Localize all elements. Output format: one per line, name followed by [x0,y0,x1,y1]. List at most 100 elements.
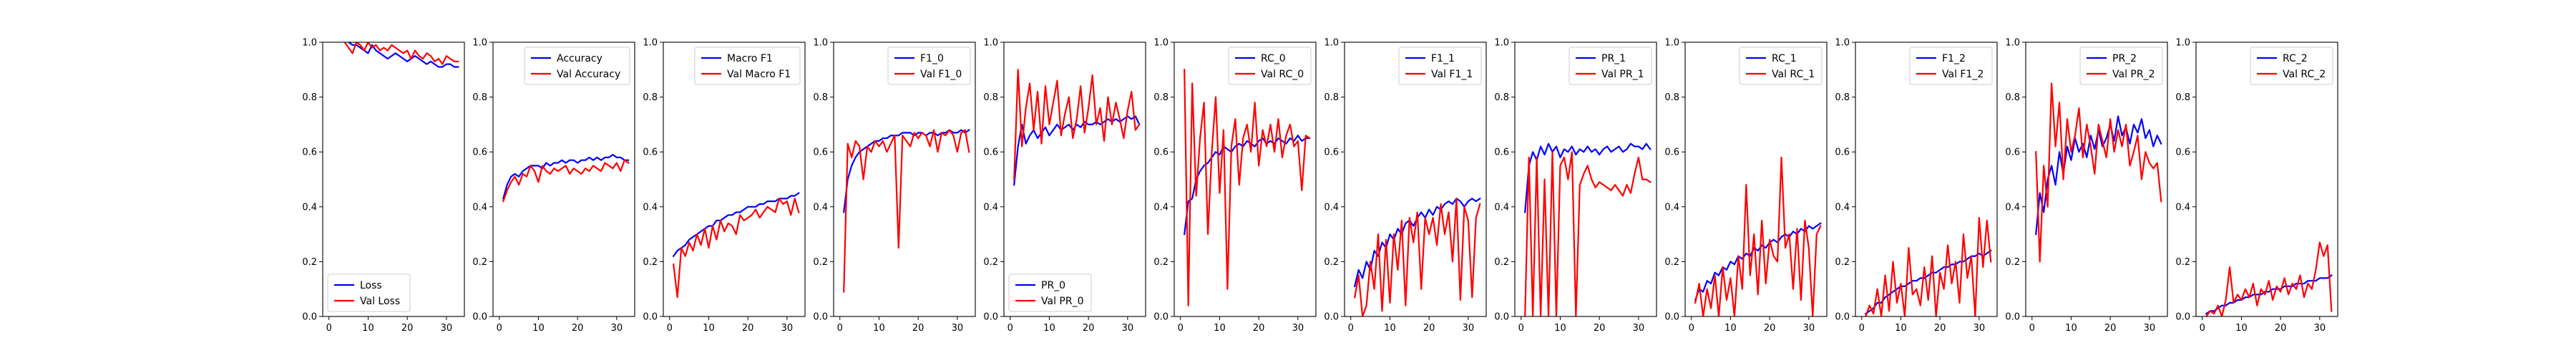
series-line-val-rc-0 [1184,69,1311,306]
y-tick-label: 1.0 [1153,38,1169,49]
x-tick-label: 10 [1724,323,1737,334]
y-tick-label: 0.2 [643,257,658,268]
x-tick-label: 20 [572,323,584,334]
series-group [1864,217,1992,316]
axes-frame [833,42,976,317]
subplot-3: 0 10 20 30 0.0 0.2 0.4 0.6 0.8 1.0 Macro F1 Val Mac… [643,38,806,334]
legend-label: RC_0 [1261,53,1286,64]
x-tick-label: 20 [742,323,754,334]
series-group [502,153,630,203]
y-tick-label: 0.2 [983,257,998,268]
y-tick-label: 0.4 [1494,202,1509,213]
y-tick-label: 0.6 [1835,147,1850,158]
legend-box [524,47,630,85]
legend-label: F1_2 [1942,53,1966,64]
legend-label: Val PR_1 [1601,69,1644,80]
series-line-val-rc-1 [1694,156,1822,316]
legend: PR_2 Val PR_2 [2079,47,2163,85]
series-line-pr-1 [1524,142,1652,213]
x-tick-label: 30 [1122,323,1134,334]
legend-box [2079,47,2163,85]
legend-label: Val Accuracy [557,69,620,80]
x-tick-label: 20 [1423,323,1435,334]
legend-box [1739,47,1823,85]
y-tick-label: 0.6 [302,147,317,158]
y-tick-label: 0.6 [643,147,658,158]
series-group [1694,156,1822,316]
y-tick-label: 0.4 [1153,202,1169,213]
axes-frame [1514,42,1657,317]
x-tick-label: 20 [1083,323,1095,334]
x-tick-label: 30 [781,323,794,334]
x-tick-label: 30 [441,323,453,334]
legend-box [2250,47,2333,85]
series-line-val-pr-0 [1013,69,1141,180]
legend-label: RC_2 [2283,53,2308,64]
series-line-val-accuracy [502,159,630,203]
y-tick-label: 1.0 [2175,38,2190,49]
legend: PR_0 Val PR_0 [1008,274,1092,312]
y-tick-label: 0.0 [1835,312,1850,323]
y-tick-label: 0.4 [2175,202,2190,213]
y-tick-label: 0.0 [1153,312,1169,323]
y-tick-label: 0.0 [1494,312,1509,323]
legend-box [887,47,971,85]
x-tick-label: 30 [2144,323,2156,334]
subplot-9: 0 10 20 30 0.0 0.2 0.4 0.6 0.8 1.0 RC_1 Val RC_1 [1664,38,1828,334]
axes-frame [1003,42,1146,317]
y-tick-label: 0.6 [472,147,487,158]
legend-label: Val Macro F1 [727,69,791,80]
series-line-val-f1-0 [843,129,970,293]
x-tick-label: 20 [401,323,414,334]
y-tick-label: 0.0 [2005,312,2020,323]
y-tick-label: 0.4 [472,202,487,213]
y-tick-label: 0.6 [2175,147,2190,158]
x-tick-label: 0 [837,323,843,334]
series-line-loss [347,42,459,68]
y-tick-label: 0.6 [1494,147,1509,158]
y-tick-label: 0.2 [813,257,828,268]
legend: RC_0 Val RC_0 [1228,47,1312,85]
subplot-7: 0 10 20 30 0.0 0.2 0.4 0.6 0.8 1.0 F1_1 Val F1_1 [1324,38,1487,334]
y-tick-label: 0.6 [1664,147,1679,158]
x-tick-label: 10 [532,323,545,334]
y-tick-label: 0.8 [983,92,998,103]
series-group [1183,69,1311,306]
y-tick-label: 1.0 [1664,38,1679,49]
y-tick-label: 0.6 [813,147,828,158]
y-tick-label: 0.8 [1324,92,1339,103]
series-group [1013,69,1141,186]
x-tick-label: 10 [362,323,374,334]
axes-frame [2195,42,2338,317]
legend: PR_1 Val PR_1 [1568,47,1652,85]
y-tick-label: 0.0 [2175,312,2190,323]
y-tick-label: 0.0 [643,312,658,323]
legend: F1_1 Val F1_1 [1398,47,1482,85]
y-tick-label: 0.4 [983,202,998,213]
y-tick-label: 0.8 [1153,92,1169,103]
y-tick-label: 0.6 [1153,147,1169,158]
x-tick-label: 20 [1594,323,1606,334]
y-tick-label: 0.8 [1664,92,1679,103]
x-tick-label: 20 [1934,323,1946,334]
y-tick-label: 0.8 [1835,92,1850,103]
x-tick-label: 10 [873,323,885,334]
y-tick-label: 0.6 [2005,147,2020,158]
legend-label: Val PR_0 [1041,296,1084,307]
x-tick-label: 0 [497,323,502,334]
x-tick-label: 10 [2235,323,2248,334]
series-line-f1-2 [1864,249,1992,315]
x-tick-label: 30 [952,323,964,334]
x-tick-label: 30 [1803,323,1815,334]
x-tick-label: 0 [1518,323,1524,334]
axes-frame [1344,42,1487,317]
legend: F1_2 Val F1_2 [1909,47,1993,85]
y-tick-label: 0.2 [2175,257,2190,268]
series-line-val-macro-f1 [672,198,800,299]
series-line-macro-f1 [672,192,800,258]
axes-frame [322,42,465,317]
x-tick-label: 0 [326,323,332,334]
series-group [672,192,800,299]
x-tick-label: 10 [1384,323,1396,334]
